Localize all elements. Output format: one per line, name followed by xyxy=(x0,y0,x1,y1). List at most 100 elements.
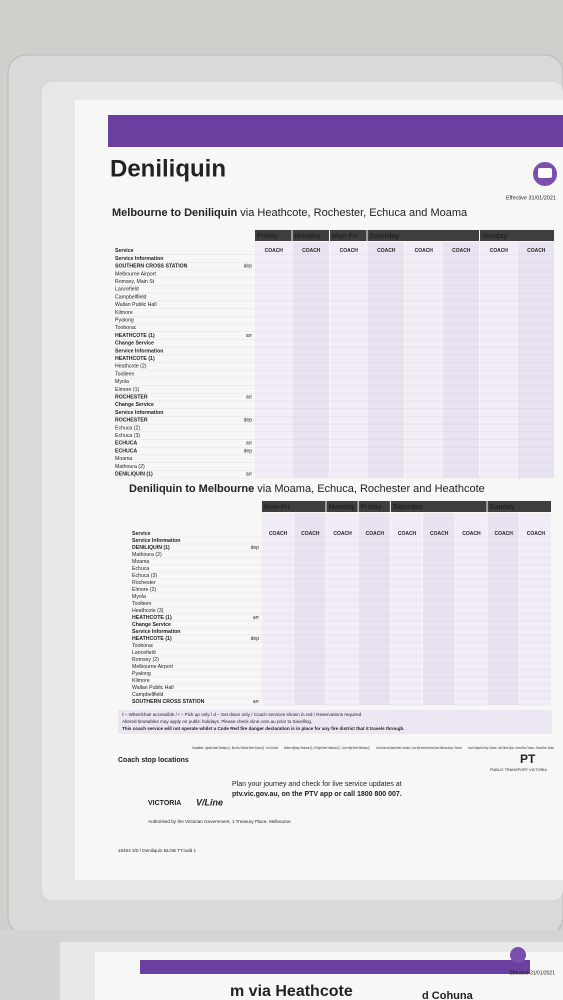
stop-name: Pyalong xyxy=(115,318,134,324)
service-type: COACH xyxy=(490,248,509,254)
stop-name: Moama xyxy=(132,559,149,565)
day-header-bg xyxy=(255,230,292,241)
stop-mark: arr xyxy=(246,333,252,339)
service-type: COACH xyxy=(269,531,288,537)
stop-name: Service Information xyxy=(132,629,180,635)
column-shade xyxy=(358,513,390,705)
stop-name: Romsey, Main St xyxy=(115,279,155,285)
column-shade xyxy=(262,513,294,705)
effective-date: Effective 31/01/2021 xyxy=(506,195,556,201)
stop-name: ECHUCA xyxy=(115,441,137,447)
table-title-via: via Moama, Echuca, Rochester and Heathco… xyxy=(257,483,484,495)
stop-name: Campbellfield xyxy=(115,294,147,300)
stop-name: ECHUCA xyxy=(115,448,137,454)
stop-name: Change Service xyxy=(132,622,171,628)
service-type: COACH xyxy=(494,531,513,537)
stop-name: Toolleen xyxy=(115,371,134,377)
day-header: Monday xyxy=(295,233,322,240)
day-header: Sunday xyxy=(482,233,507,240)
stop-name: Tooborac xyxy=(132,643,154,649)
day-header-bg xyxy=(390,501,487,512)
column-shade xyxy=(330,242,367,478)
stop-name: Echuca (2) xyxy=(115,425,140,431)
column-shade xyxy=(255,242,292,478)
day-header: Friday xyxy=(257,233,278,240)
service-type: COACH xyxy=(415,248,434,254)
stop-name: Heathcote (3) xyxy=(132,608,164,614)
stop-name: Echuca (3) xyxy=(132,573,157,579)
stop-mark: arr xyxy=(253,615,259,621)
plan-text: Plan your journey and check for live ser… xyxy=(232,781,402,788)
authorised: Authorised by the Victorian Government, … xyxy=(148,819,291,824)
fire-note: This coach service will not operate whil… xyxy=(122,726,405,731)
stop-name: DENILIQUIN (1) xyxy=(115,472,153,478)
column-shade xyxy=(326,513,358,705)
column-shade xyxy=(423,513,455,705)
stop-name: Wallan Public Hall xyxy=(132,685,174,691)
service-type: COACH xyxy=(452,248,471,254)
stop-mark: dep xyxy=(244,418,253,424)
day-header-bg xyxy=(292,230,329,241)
stop-name: Service Information xyxy=(132,538,180,544)
next-title: m via Heathcote xyxy=(230,983,353,1000)
column-shade xyxy=(487,513,519,705)
column-shade xyxy=(367,242,404,478)
stop-name: Echuca xyxy=(132,566,149,572)
column-shade xyxy=(292,242,329,478)
service-type: COACH xyxy=(265,248,284,254)
stop-name: Service Information xyxy=(115,256,163,262)
column-shade xyxy=(480,242,517,478)
stop-name: Wallan Public Hall xyxy=(115,302,157,308)
stop-name: Service xyxy=(132,531,151,537)
stop-mark: arr xyxy=(246,441,252,447)
coach-stop-text: Northern Highway / Heathcote (1) – 59 Hi… xyxy=(284,745,370,750)
logo-victoria: VICTORIA xyxy=(148,800,181,807)
day-header-bg xyxy=(367,230,479,241)
table-title: Deniliquin to Melbourne via Moama, Echuca… xyxy=(129,483,485,495)
logo-ptv: PT xyxy=(520,752,536,766)
stop-name: Mathoura (2) xyxy=(115,464,145,470)
stop-name: HEATHCOTE (1) xyxy=(115,333,155,339)
table-title-main: Deniliquin to Melbourne xyxy=(129,483,254,495)
service-type: COACH xyxy=(340,248,359,254)
stop-name: DENILIQUIN (1) xyxy=(132,545,170,551)
logo-vline: V/Line xyxy=(196,797,223,807)
stop-name: Elmore (2) xyxy=(132,587,156,593)
column-shade xyxy=(442,242,479,478)
stop-name: Campbellfield xyxy=(132,692,164,698)
stop-name: Kilmore xyxy=(115,310,133,316)
service-type: COACH xyxy=(333,531,352,537)
day-header-bg xyxy=(480,230,554,241)
file-name: 15404 3/0 / Deniliquin BLOB TT.indd 1 xyxy=(118,848,197,853)
stop-name: Change Service xyxy=(115,402,154,408)
column-shade xyxy=(517,242,554,478)
day-header-bg xyxy=(487,501,551,512)
stop-name: Moama xyxy=(115,456,132,462)
column-shade xyxy=(519,513,551,705)
day-header-bg xyxy=(358,501,390,512)
ptv-name: PUBLIC TRANSPORT VICTORIA xyxy=(490,768,547,772)
day-header: Saturday xyxy=(370,233,400,240)
stop-name: Tooborac xyxy=(115,325,137,331)
day-header: Mon-Fri xyxy=(332,233,358,240)
stop-name: Echuca (3) xyxy=(115,433,140,439)
contact: ptv.vic.gov.au, on the PTV app or call 1… xyxy=(232,791,402,798)
stop-name: Kilmore xyxy=(132,678,150,684)
stop-name: SOUTHERN CROSS STATION xyxy=(132,699,205,705)
stop-name: ROCHESTER xyxy=(115,395,148,401)
stop-name: Service xyxy=(115,248,134,254)
coach-icon-glyph xyxy=(538,168,552,178)
next-subtitle: d Cohuna xyxy=(422,990,474,1000)
service-type: COACH xyxy=(377,248,396,254)
legend-box xyxy=(118,710,552,734)
coach-stop-text: Campbellfield – Opposite Smart / Deniliq… xyxy=(192,745,278,750)
stop-name: Service Information xyxy=(115,348,163,354)
day-header-bg xyxy=(262,501,326,512)
day-header-bg xyxy=(330,230,367,241)
service-type: COACH xyxy=(462,531,481,537)
stop-name: Lancefield xyxy=(115,287,139,293)
service-type: COACH xyxy=(430,531,449,537)
stop-name: Myola xyxy=(115,379,129,385)
column-shade xyxy=(390,513,423,705)
table-title-via: via Heathcote, Rochester, Echuca and Moa… xyxy=(240,207,468,219)
